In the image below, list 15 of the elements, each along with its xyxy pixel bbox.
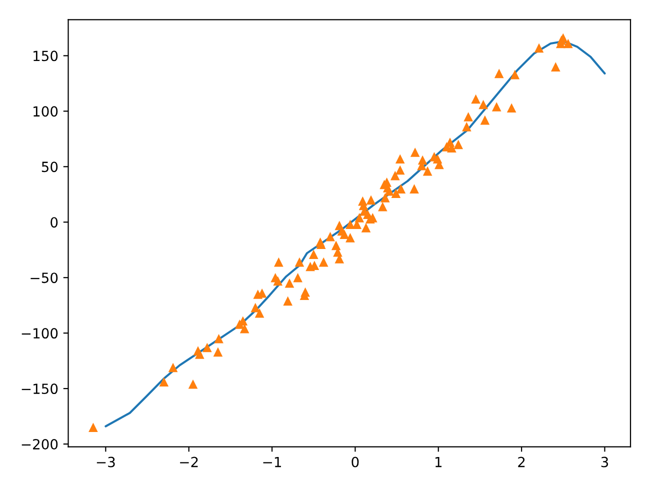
x-tick-label: 1: [435, 456, 442, 468]
y-tick-label: 0: [50, 217, 58, 228]
y-tick-label: 100: [34, 106, 58, 117]
y-tick-label: 150: [34, 50, 58, 62]
x-tick-label: −2: [180, 456, 198, 468]
y-tick-label: −50: [30, 272, 58, 284]
y-tick-label: −100: [22, 328, 58, 339]
y-tick-label: −150: [22, 384, 58, 394]
x-tick-label: 0: [352, 456, 359, 468]
y-tick-label: 50: [42, 162, 58, 172]
y-tick-label: −200: [22, 439, 58, 450]
x-tick-label: 2: [518, 456, 525, 468]
x-tick-label: −1: [263, 456, 281, 468]
x-tick-label: −3: [96, 456, 115, 468]
x-tick-label: 3: [601, 456, 608, 468]
